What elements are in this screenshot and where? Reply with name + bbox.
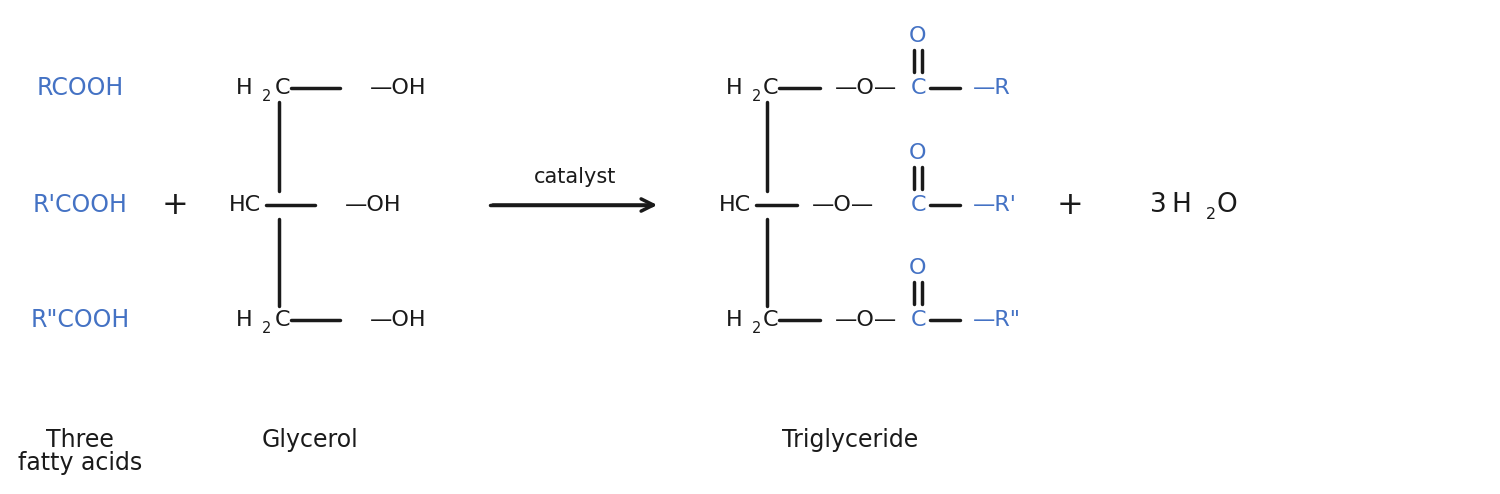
Text: O: O [909, 26, 927, 46]
Text: fatty acids: fatty acids [18, 451, 142, 475]
Text: —OH: —OH [370, 78, 426, 98]
Text: C: C [910, 195, 926, 215]
Text: catalyst: catalyst [534, 167, 616, 187]
Text: HC: HC [718, 195, 752, 215]
Text: —O—: —O— [836, 78, 897, 98]
Text: H: H [726, 78, 742, 98]
Text: O: O [1216, 192, 1236, 218]
Text: 2: 2 [262, 88, 272, 104]
Text: R'COOH: R'COOH [33, 193, 128, 217]
Text: —R': —R' [974, 195, 1017, 215]
Text: C: C [910, 310, 926, 330]
Text: 2: 2 [752, 88, 762, 104]
Text: 2: 2 [1206, 206, 1216, 221]
Text: +: + [162, 190, 189, 220]
Text: —R": —R" [974, 310, 1022, 330]
Text: R"COOH: R"COOH [30, 308, 129, 332]
Text: —O—: —O— [836, 310, 897, 330]
Text: Triglyceride: Triglyceride [782, 428, 918, 452]
Text: C: C [274, 310, 291, 330]
Text: RCOOH: RCOOH [36, 76, 123, 100]
Text: —OH: —OH [345, 195, 402, 215]
Text: —OH: —OH [370, 310, 426, 330]
Text: C: C [764, 310, 778, 330]
Text: +: + [1056, 190, 1083, 220]
Text: Glycerol: Glycerol [261, 428, 358, 452]
Text: O: O [909, 258, 927, 278]
Text: Three: Three [46, 428, 114, 452]
Text: 2: 2 [262, 321, 272, 335]
Text: 2: 2 [752, 321, 762, 335]
Text: H: H [726, 310, 742, 330]
Text: HC: HC [230, 195, 261, 215]
Text: —O—: —O— [812, 195, 874, 215]
Text: O: O [909, 143, 927, 163]
Text: C: C [274, 78, 291, 98]
Text: H: H [237, 310, 254, 330]
Text: H: H [237, 78, 254, 98]
Text: 3 H: 3 H [1150, 192, 1192, 218]
Text: C: C [764, 78, 778, 98]
Text: C: C [910, 78, 926, 98]
Text: —R: —R [974, 78, 1011, 98]
